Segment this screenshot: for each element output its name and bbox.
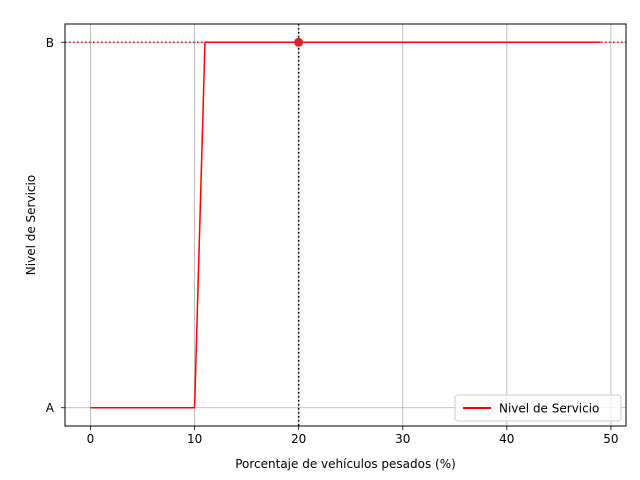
highlight-point (294, 37, 304, 47)
legend-box (454, 394, 622, 422)
legend: Nivel de Servicio (454, 394, 622, 422)
series-line (90, 41, 601, 409)
plot-frame (64, 23, 627, 427)
y-axis-label: Nivel de Servicio (24, 175, 38, 275)
x-tick-label: 10 (187, 432, 202, 446)
legend-entry-label: Nivel de Servicio (499, 402, 599, 416)
y-tick-label: A (46, 401, 55, 415)
x-tick-label: 40 (499, 432, 514, 446)
tick-layer: 0 10 20 30 40 50 A B (46, 36, 619, 446)
x-tick-label: 0 (87, 432, 95, 446)
y-tick-label: B (46, 36, 54, 50)
x-tick-label: 20 (291, 432, 306, 446)
x-tick-label: 50 (603, 432, 618, 446)
x-tick-label: 30 (395, 432, 410, 446)
x-axis-label: Porcentaje de vehículos pesados (%) (235, 457, 456, 471)
data-layer (90, 37, 601, 409)
